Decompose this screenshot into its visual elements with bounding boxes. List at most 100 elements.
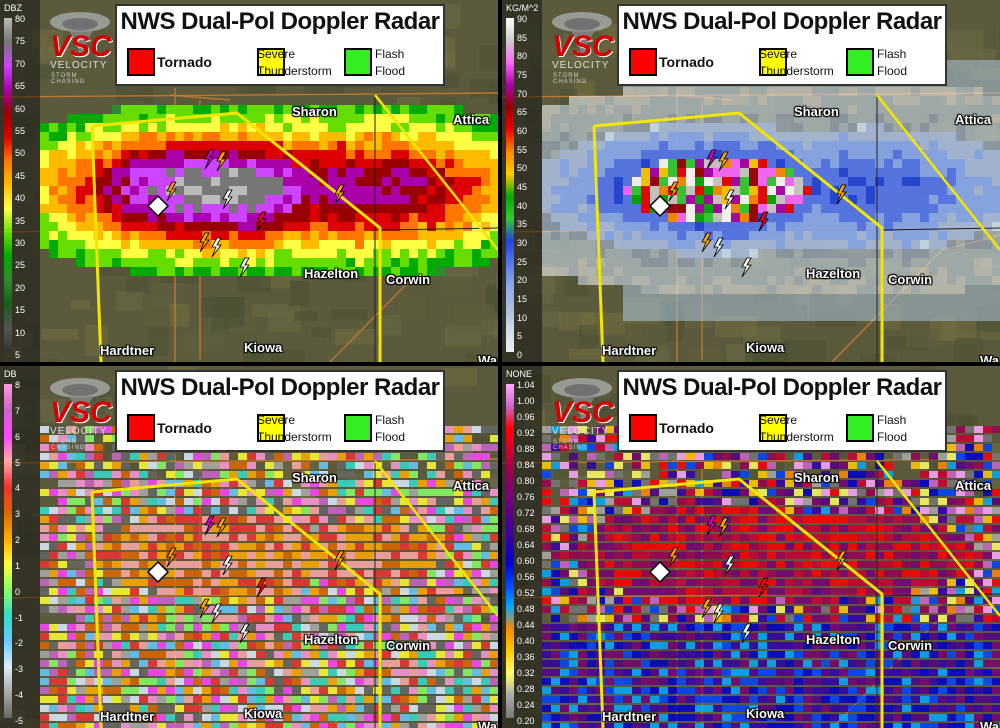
legend-label: Flash Flood [877, 47, 908, 78]
legend-swatch-flash [344, 414, 372, 442]
lightning-bolt-icon [216, 151, 227, 172]
lightning-bolt-icon [204, 149, 215, 170]
storm-cell-marker-icon [146, 194, 170, 218]
scale-tick-label: 0.60 [517, 556, 535, 566]
scale-tick-label: 2 [15, 535, 21, 546]
scale-tick-label: 80 [517, 51, 528, 62]
town-label-sharon: Sharon [292, 104, 337, 119]
scale-tick-label: 10 [15, 327, 26, 338]
scale-color-bar [4, 384, 12, 718]
town-label-hazelton: Hazelton [806, 266, 861, 281]
scale-tick-label: 3 [15, 509, 21, 520]
lightning-bolt-icon [166, 547, 177, 568]
lightning-bolt-icon [211, 237, 222, 258]
town-label-attica: Attica [453, 112, 490, 127]
scale-tick-label: 0 [15, 586, 21, 597]
scale-tick-label: 0.28 [517, 684, 535, 694]
legend-swatch-flash [846, 414, 874, 442]
scale-tick-label: 35 [517, 219, 528, 230]
town-label-sharon: Sharon [292, 470, 337, 485]
lightning-bolt-icon [836, 184, 847, 205]
scale-tick-label: 15 [517, 294, 528, 304]
scale-tick-label: 0.76 [517, 492, 535, 502]
town-label-kiowa: Kiowa [244, 706, 283, 721]
scale-tick-label: 0.72 [517, 508, 535, 518]
town-label-wa: Wa [980, 353, 1000, 362]
scale-tick-label: 0.40 [517, 636, 535, 646]
scale-tick-label: 6 [15, 431, 21, 442]
legend-swatch-severe [257, 48, 285, 76]
scale-tick-label: -3 [15, 664, 24, 675]
scale-tick-label: 0.36 [517, 652, 535, 662]
lightning-bolt-icon [706, 515, 717, 536]
color-scale: NONE 1.04 1.00 0.96 0.92 0.88 0.84 0.80 0.76 0.72… [502, 366, 542, 728]
scale-tick-label: 1 [15, 560, 21, 571]
town-label-kiowa: Kiowa [746, 706, 785, 721]
town-label-attica: Attica [955, 112, 992, 127]
scale-color-bar [4, 18, 12, 352]
scale-tick-label: 0.80 [517, 476, 535, 486]
scale-tick-label: 60 [15, 103, 26, 114]
radar-title: NWS Dual-Pol Doppler Radar [622, 374, 942, 401]
town-label-corwin: Corwin [386, 638, 431, 653]
radar-title: NWS Dual-Pol Doppler Radar [120, 8, 440, 35]
town-label-kiowa: Kiowa [244, 340, 283, 355]
radar-panel-hail-size: KG/M^2 90 85 80 75 70 65 60 55 50 45 40 35 30 25 20 15 10… [502, 0, 1000, 362]
lightning-bolt-icon [718, 151, 729, 172]
lightning-bolt-icon [199, 598, 210, 619]
town-label-hardtner: Hardtner [100, 343, 155, 358]
legend-label: Tornado [157, 420, 212, 436]
legend-label: Severe Thunderstorm [257, 47, 332, 78]
scale-tick-label: 55 [15, 126, 26, 136]
vsc-logo: VSC VELOCITY STORM CHASING [48, 370, 112, 454]
radar-panel-differential-reflectivity: DB 8 7 6 5 4 3 2 1 0 -1 -2 -3 -4 -5 VSC VELOCITY STORM CH… [0, 366, 498, 728]
lightning-bolt-icon [222, 555, 233, 576]
town-label-attica: Attica [453, 478, 490, 493]
scale-color-bar [506, 18, 514, 352]
legend-label: Severe Thunderstorm [759, 47, 834, 78]
scale-tick-label: 20 [15, 282, 26, 293]
scale-tick-label: 8 [15, 380, 21, 390]
scale-tick-label: 0 [517, 350, 523, 360]
lightning-bolt-icon [741, 623, 752, 644]
town-label-wa: Wa [980, 719, 1000, 728]
scale-unit-label: DBZ [4, 3, 22, 13]
town-label-corwin: Corwin [888, 272, 933, 287]
scale-tick-label: 70 [517, 88, 528, 99]
town-label-corwin: Corwin [888, 638, 933, 653]
legend-label: Severe Thunderstorm [759, 413, 834, 444]
scale-tick-label: 45 [517, 182, 528, 192]
legend-label: Severe Thunderstorm [257, 413, 332, 444]
lightning-bolt-icon [706, 149, 717, 170]
lightning-bolt-icon [701, 232, 712, 253]
vsc-logo: VSC VELOCITY STORM CHASING [550, 4, 614, 88]
radar-title: NWS Dual-Pol Doppler Radar [120, 374, 440, 401]
legend-swatch-tornado [629, 48, 657, 76]
lightning-bolt-icon [239, 257, 250, 278]
scale-tick-label: 10 [517, 312, 528, 323]
radar-panel-reflectivity: DBZ 80 75 70 65 60 55 50 45 40 35 30 25 20 15 10 5 VSC VEL… [0, 0, 498, 362]
town-label-hardtner: Hardtner [602, 343, 657, 358]
scale-tick-label: 0.48 [517, 604, 535, 614]
scale-tick-label: 80 [15, 14, 26, 24]
scale-tick-label: 4 [15, 483, 21, 494]
legend-swatch-flash [846, 48, 874, 76]
scale-tick-label: 0.52 [517, 588, 535, 598]
scale-tick-label: 35 [15, 215, 26, 226]
color-scale: DB 8 7 6 5 4 3 2 1 0 -1 -2 -3 -4 -5 [0, 366, 40, 728]
town-label-kiowa: Kiowa [746, 340, 785, 355]
scale-tick-label: 0.24 [517, 700, 535, 710]
scale-tick-label: 0.32 [517, 668, 535, 678]
scale-tick-label: 1.04 [517, 380, 535, 390]
lightning-bolt-icon [216, 517, 227, 538]
vsc-logo: VSC VELOCITY STORM CHASING [550, 370, 614, 454]
legend-label: Tornado [659, 420, 714, 436]
town-label-attica: Attica [955, 478, 992, 493]
lightning-bolt-icon [334, 550, 345, 571]
scale-tick-label: 50 [517, 163, 528, 174]
lightning-bolt-icon [239, 623, 250, 644]
legend-swatch-tornado [629, 414, 657, 442]
scale-tick-label: -2 [15, 638, 24, 649]
scale-tick-label: 0.44 [517, 620, 535, 630]
storm-cell-marker-icon [648, 560, 672, 584]
